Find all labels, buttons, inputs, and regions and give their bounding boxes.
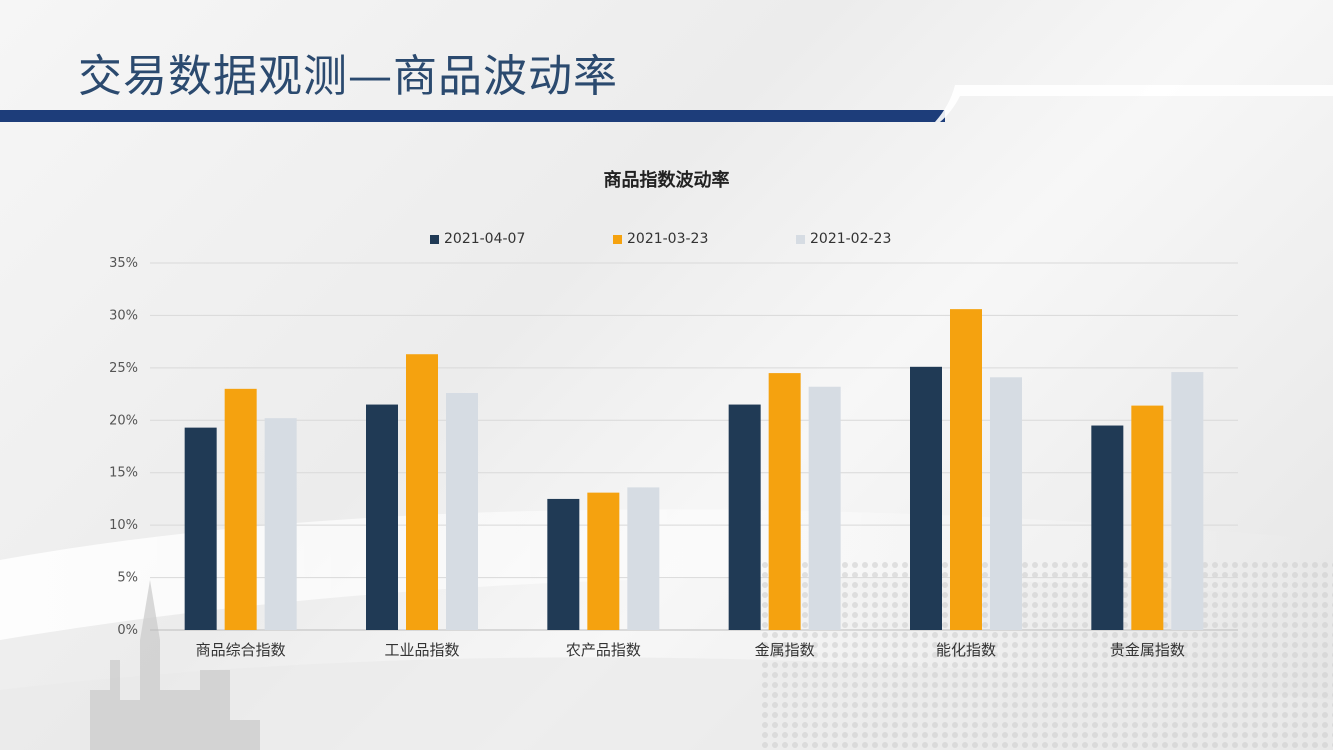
bar-series-3 bbox=[1171, 372, 1204, 630]
legend-swatch bbox=[613, 234, 622, 244]
bar-series-1 bbox=[184, 427, 217, 630]
legend-label: 2021-03-23 bbox=[627, 231, 709, 247]
legend-swatch bbox=[430, 234, 439, 244]
legend-item-series-1: 2021-04-07 bbox=[430, 231, 525, 247]
y-tick-label: 20% bbox=[109, 413, 138, 428]
y-tick-label: 25% bbox=[109, 361, 138, 376]
bar-series-1 bbox=[1091, 425, 1124, 630]
x-category-label: 贵金属指数 bbox=[1110, 641, 1185, 659]
bar-series-2 bbox=[224, 388, 257, 630]
title-bar bbox=[0, 85, 1333, 122]
x-category-label: 农产品指数 bbox=[566, 641, 641, 659]
bar-series-3 bbox=[264, 418, 297, 630]
title-accent-bar bbox=[0, 110, 945, 122]
bar-series-3 bbox=[627, 487, 660, 630]
page-title: 交易数据观测—商品波动率 bbox=[78, 51, 618, 102]
bar-series-2 bbox=[950, 309, 982, 630]
bar-series-2 bbox=[406, 354, 438, 630]
y-tick-label: 30% bbox=[109, 308, 138, 323]
chart-legend: 2021-04-07 2021-03-23 2021-02-23 bbox=[0, 231, 1333, 251]
y-tick-label: 5% bbox=[117, 571, 138, 586]
y-tick-label: 35% bbox=[109, 256, 138, 271]
bar-series-1 bbox=[547, 498, 580, 630]
legend-swatch bbox=[796, 234, 805, 244]
x-category-label: 商品综合指数 bbox=[196, 641, 286, 659]
legend-item-series-2: 2021-03-23 bbox=[613, 231, 708, 247]
legend-label: 2021-04-07 bbox=[444, 231, 526, 247]
chart-title: 商品指数波动率 bbox=[603, 170, 730, 191]
y-tick-label: 0% bbox=[117, 623, 138, 638]
x-category-label: 金属指数 bbox=[755, 641, 815, 659]
x-category-label: 能化指数 bbox=[936, 641, 996, 659]
y-tick-label: 10% bbox=[109, 518, 138, 533]
x-category-label: 工业品指数 bbox=[384, 641, 459, 659]
legend-item-series-3: 2021-02-23 bbox=[796, 231, 891, 247]
legend-label: 2021-02-23 bbox=[810, 231, 892, 247]
y-tick-label: 15% bbox=[109, 466, 138, 481]
bar-series-3 bbox=[990, 377, 1022, 630]
bar-series-3 bbox=[808, 386, 841, 630]
bar-series-1 bbox=[910, 366, 942, 630]
bar-series-2 bbox=[768, 373, 801, 630]
bar-series-2 bbox=[587, 492, 620, 630]
bar-series-3 bbox=[446, 393, 478, 630]
bar-series-1 bbox=[728, 404, 761, 630]
bar-series-1 bbox=[366, 404, 398, 630]
bar-series-2 bbox=[1131, 405, 1164, 630]
